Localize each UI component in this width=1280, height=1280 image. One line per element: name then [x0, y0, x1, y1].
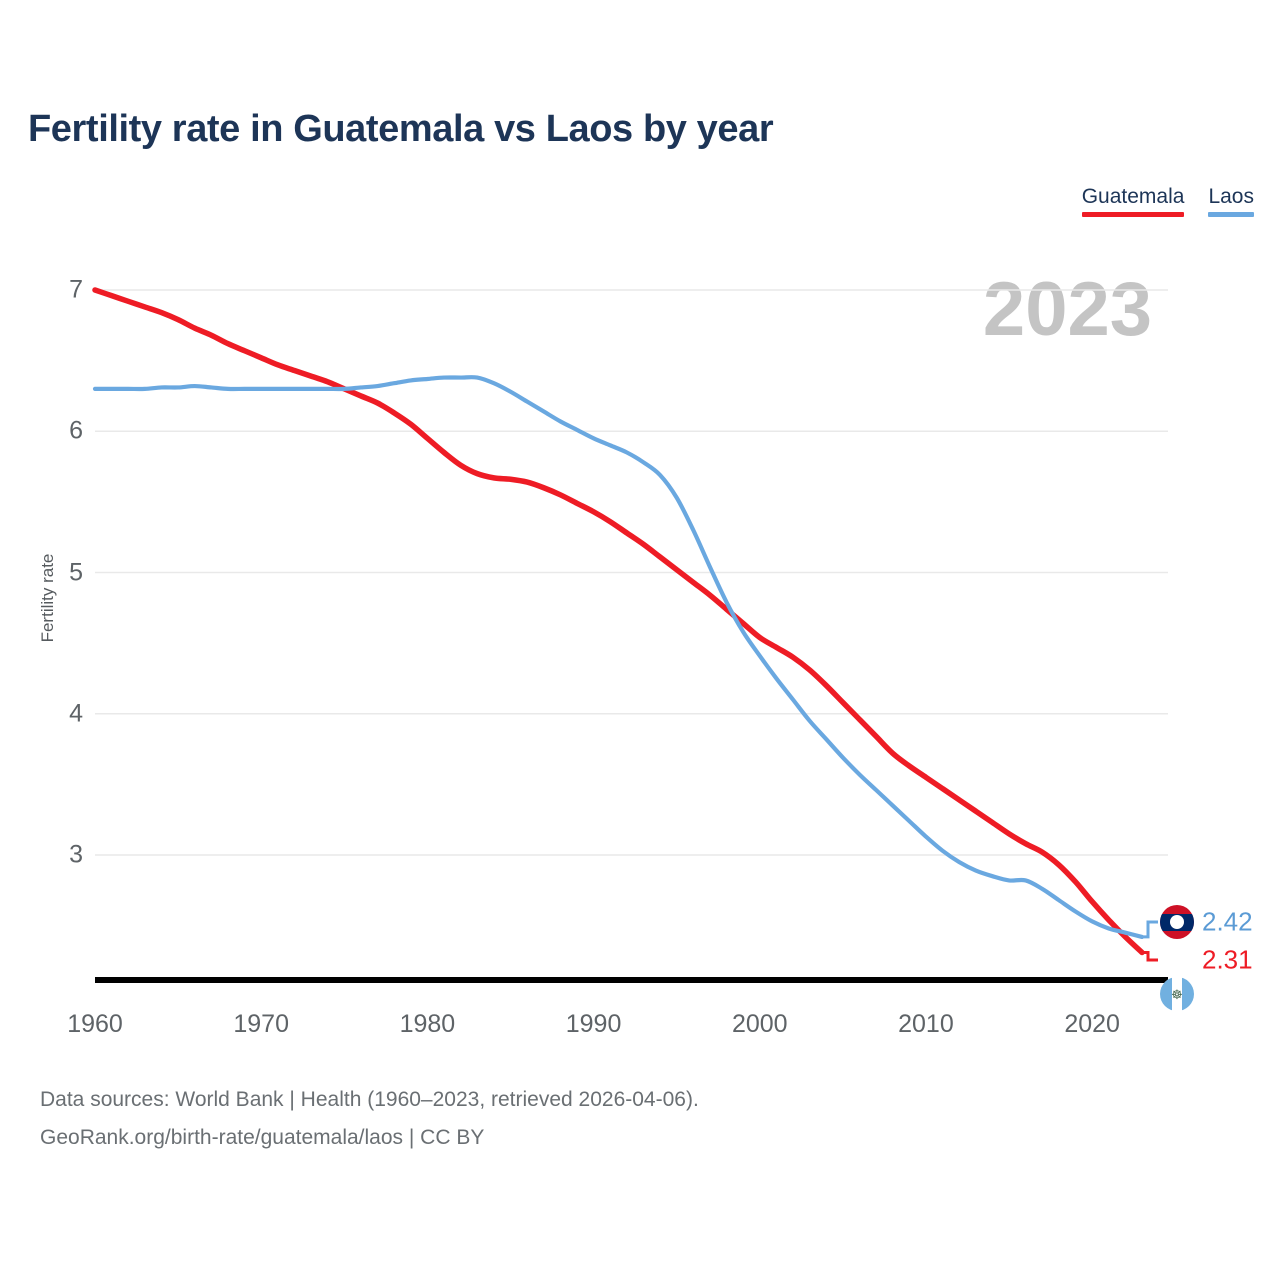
x-axis-tick-label: 2010	[898, 1010, 954, 1038]
line-series-guatemala	[92, 287, 1145, 956]
legend-label-laos: Laos	[1208, 185, 1254, 208]
year-watermark: 2023	[982, 267, 1152, 352]
y-axis-tick-label: 3	[69, 840, 83, 869]
x-axis-tick-label: 2020	[1064, 1010, 1120, 1038]
legend-item-guatemala[interactable]: Guatemala	[1081, 185, 1185, 218]
x-axis-tick-label: 1980	[399, 1010, 456, 1038]
end-connector-guatemala	[1142, 951, 1158, 962]
legend-item-laos[interactable]: Laos	[1208, 185, 1254, 218]
y-axis-tick-label: 5	[69, 558, 83, 586]
legend-color-swatch-laos	[1208, 212, 1254, 218]
footer-data-sources: Data sources: World Bank | Health (1960–…	[40, 1088, 699, 1111]
y-axis-tick-label: 4	[69, 699, 83, 728]
end-connector-laos	[1142, 920, 1158, 939]
y-axis-tick-label: 6	[69, 416, 83, 445]
x-axis-tick-label: 2000	[731, 1010, 788, 1038]
line-series-laos	[92, 375, 1145, 940]
y-axis-tick-label: 7	[69, 275, 83, 304]
x-axis-tick-label: 1990	[565, 1010, 622, 1038]
laos-flag-icon	[1160, 905, 1194, 939]
chart-legend: Guatemala Laos	[1081, 185, 1254, 218]
footer-attribution: GeoRank.org/birth-rate/guatemala/laos | …	[40, 1126, 485, 1149]
end-markers-layer: 2.42 ☸ 2.31	[0, 0, 1280, 1011]
x-axis-tick-label: 1960	[67, 1010, 123, 1038]
page-title: Fertility rate in Guatemala vs Laos by y…	[28, 108, 774, 150]
end-value-guatemala: 2.31	[1202, 944, 1253, 975]
legend-color-swatch-guatemala	[1081, 212, 1185, 218]
end-value-laos: 2.42	[1202, 906, 1253, 937]
legend-label-guatemala: Guatemala	[1081, 185, 1185, 208]
x-axis-tick-label: 1970	[233, 1010, 289, 1038]
guatemala-flag-icon: ☸	[1160, 977, 1194, 1011]
